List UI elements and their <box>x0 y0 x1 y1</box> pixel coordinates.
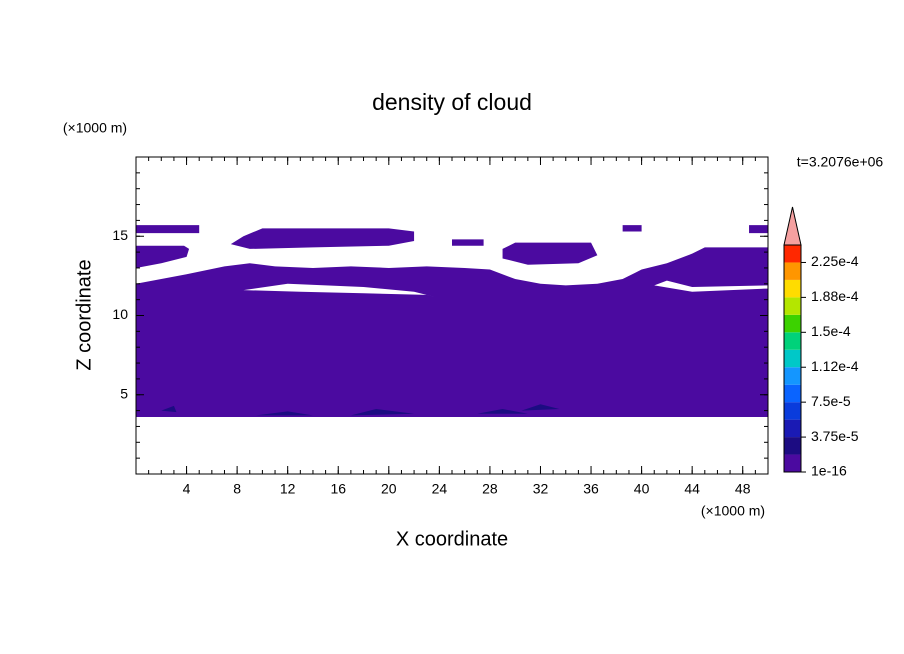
colorbar-swatch <box>784 454 801 472</box>
x-unit: (×1000 m) <box>701 503 765 519</box>
contour-region <box>502 242 598 265</box>
colorbar-swatch <box>784 245 801 263</box>
contour-region <box>521 404 560 411</box>
colorbar-tick-label: 1.5e-4 <box>811 323 851 339</box>
y-unit: (×1000 m) <box>63 120 127 136</box>
contour-region <box>136 225 200 234</box>
x-tick-label: 20 <box>381 481 397 497</box>
y-tick-label: 5 <box>120 385 128 401</box>
x-tick-label: 32 <box>533 481 549 497</box>
y-tick-label: 15 <box>112 227 128 243</box>
colorbar-swatch <box>784 314 801 333</box>
x-tick-label: 12 <box>280 481 296 497</box>
colorbar-swatch <box>784 437 801 455</box>
contour-region <box>136 245 190 268</box>
colorbar-tick-label: 1e-16 <box>811 463 847 479</box>
colorbar-tick-label: 3.75e-5 <box>811 428 859 444</box>
x-tick-label: 40 <box>634 481 650 497</box>
x-tick-label: 16 <box>330 481 346 497</box>
colorbar-swatch <box>784 297 801 315</box>
contour-region <box>350 409 415 416</box>
contour-region <box>622 225 642 232</box>
colorbar-tick-label: 2.25e-4 <box>811 253 859 269</box>
x-tick-label: 24 <box>432 481 448 497</box>
x-axis-label: X coordinate <box>396 528 508 550</box>
chart-title: density of cloud <box>372 89 532 115</box>
colorbar-frame <box>783 244 802 473</box>
y-axis-label: Z coordinate <box>73 259 95 370</box>
colorbar-extend <box>783 206 802 246</box>
colorbar-swatch <box>784 402 801 420</box>
x-tick-label: 44 <box>684 481 700 497</box>
y-tick-label: 10 <box>112 306 128 322</box>
colorbar-swatch <box>784 367 801 385</box>
colorbar-tick-label: 1.88e-4 <box>811 288 859 304</box>
contour-region <box>477 409 528 414</box>
colorbar-tick-label: 1.12e-4 <box>811 358 859 374</box>
x-tick-label: 8 <box>233 481 241 497</box>
colorbar-swatch <box>784 262 801 280</box>
colorbar-tick-label: 7.5e-5 <box>811 393 851 409</box>
colorbar-swatch <box>784 349 801 368</box>
contour-region <box>452 239 484 246</box>
time-label: t=3.2076e+06 <box>797 154 884 170</box>
contour-region <box>161 405 177 413</box>
colorbar-swatch <box>784 419 801 438</box>
contour-region <box>136 247 768 417</box>
x-tick-label: 48 <box>735 481 751 497</box>
colorbar-swatch <box>784 332 801 350</box>
contour-region <box>230 228 415 249</box>
colorbar-swatch <box>784 384 801 403</box>
x-tick-label: 28 <box>482 481 498 497</box>
contour-region <box>749 225 768 234</box>
colorbar-swatch <box>784 279 801 298</box>
x-tick-label: 36 <box>583 481 599 497</box>
contour-region <box>256 411 313 416</box>
x-tick-label: 4 <box>183 481 191 497</box>
